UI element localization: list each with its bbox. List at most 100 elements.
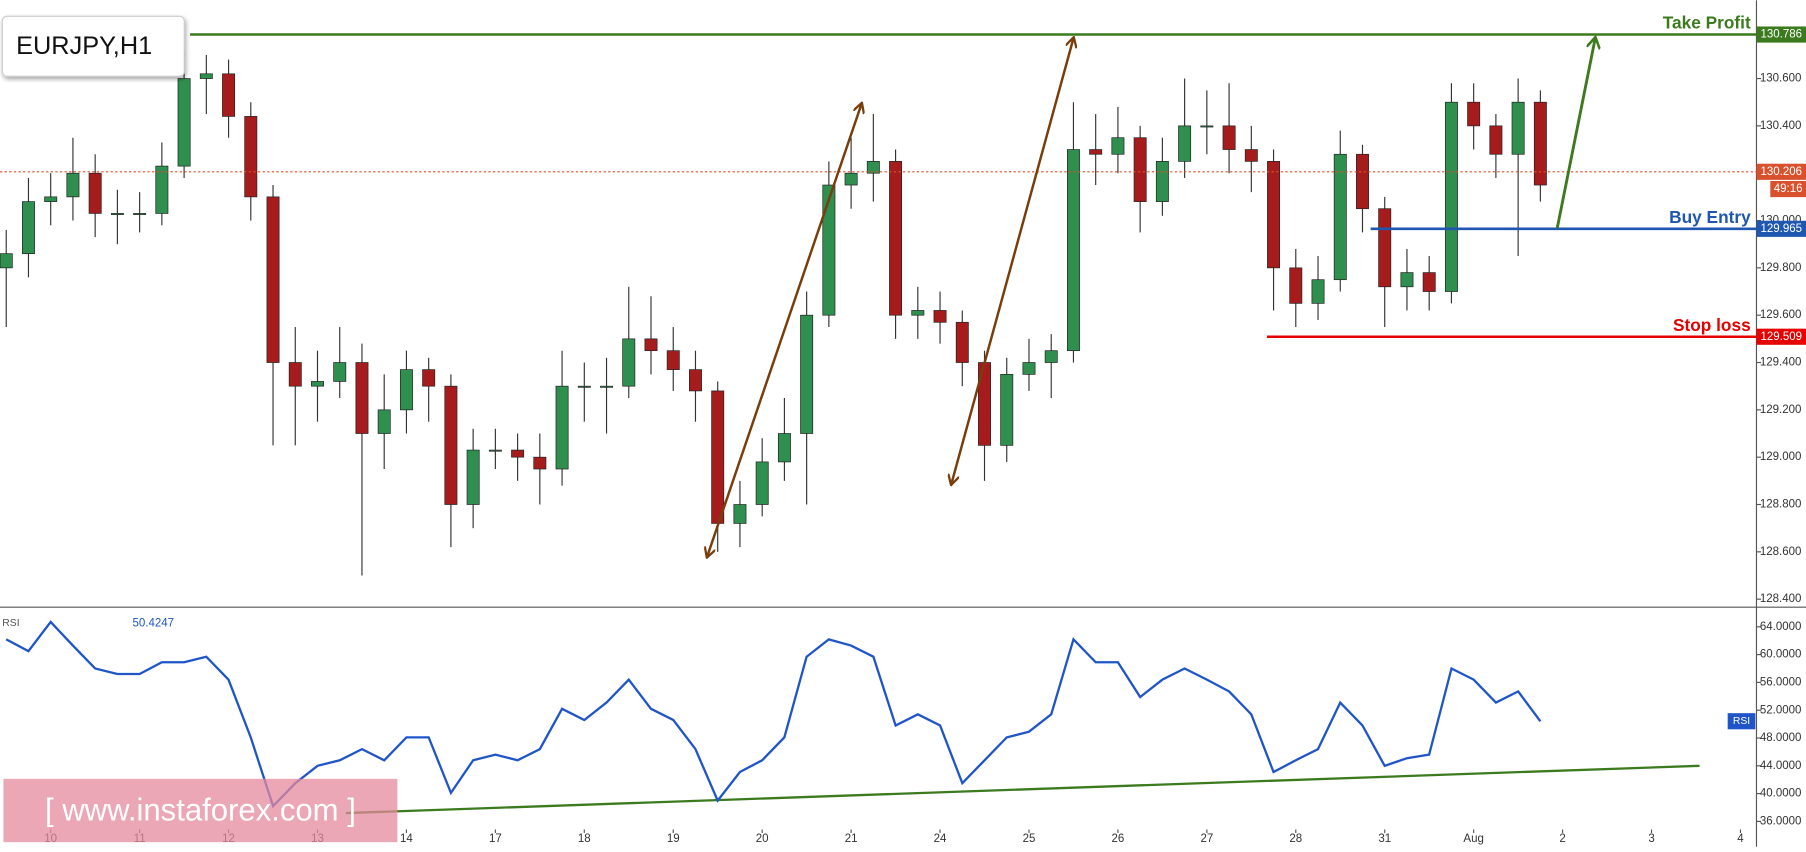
rsi-badge-label: RSI — [1733, 716, 1750, 727]
candle-body — [555, 385, 569, 470]
y-tick-label: 36.0000 — [1760, 815, 1802, 827]
y-tick-label: 52.0000 — [1760, 704, 1802, 716]
y-tick-label: 129.200 — [1760, 404, 1802, 416]
candle — [644, 296, 658, 375]
level-badge — [1756, 328, 1806, 345]
y-tick-label: 130.600 — [1760, 73, 1802, 85]
countdown-badge — [1770, 180, 1806, 198]
candle-body — [1333, 153, 1347, 281]
y-tick-label: 60.0000 — [1760, 649, 1802, 661]
candle-body — [822, 184, 836, 316]
candle-body — [1222, 125, 1236, 150]
candle-body — [422, 369, 436, 387]
candle-body — [955, 321, 969, 363]
candle — [244, 102, 258, 221]
candle — [1489, 114, 1503, 178]
candle — [21, 177, 35, 278]
target-arrow — [1555, 38, 1595, 229]
y-tick-label: 129.600 — [1760, 309, 1802, 321]
x-tick-label: 25 — [1023, 833, 1036, 845]
candle — [577, 362, 591, 422]
candle-body — [933, 310, 947, 323]
candle-body — [844, 172, 858, 186]
y-tick-label: 128.600 — [1760, 546, 1802, 558]
candle-body — [577, 385, 591, 388]
x-tick-label: 18 — [578, 833, 591, 845]
candle — [1155, 137, 1169, 216]
candle — [44, 173, 58, 226]
current-price-badge — [1756, 163, 1806, 180]
candle-body — [1200, 125, 1214, 128]
x-tick-label: 26 — [1112, 833, 1125, 845]
candle — [199, 54, 213, 115]
candle — [1533, 90, 1547, 202]
candle-body — [21, 201, 35, 255]
candle-body — [1444, 101, 1458, 292]
level-value: 129.965 — [1760, 223, 1802, 235]
x-tick-label: 17 — [489, 833, 502, 845]
candle — [733, 480, 747, 548]
candle — [511, 433, 525, 481]
candle-body — [533, 456, 547, 470]
candle-body — [711, 390, 725, 524]
candle-body — [133, 213, 147, 215]
candle — [422, 357, 436, 422]
candle-body — [511, 449, 525, 458]
y-tick-label: 44.0000 — [1760, 760, 1802, 772]
candle — [600, 357, 613, 434]
y-tick-label: 130.400 — [1760, 120, 1802, 132]
candle — [1111, 106, 1125, 174]
symbol-box-bg — [1, 15, 185, 77]
candle-body — [1155, 161, 1169, 202]
x-tick-label: 14 — [400, 833, 413, 845]
annotation-arrow — [707, 103, 863, 557]
candle-body — [177, 78, 191, 167]
rsi-last-value: 50.4247 — [132, 617, 174, 629]
candle-body — [889, 161, 903, 316]
y-tick-label: 128.400 — [1760, 593, 1802, 605]
candle — [1222, 83, 1236, 174]
candle — [822, 161, 836, 328]
candle-body — [1111, 137, 1125, 155]
x-tick-label: 24 — [934, 833, 947, 845]
rsi-name: RSI — [2, 618, 19, 629]
candle-body — [377, 409, 391, 434]
candle-body — [266, 196, 280, 363]
symbol-box: EURJPY,H1 — [1, 15, 185, 77]
y-tick-label: 64.0000 — [1760, 621, 1802, 633]
candle — [755, 438, 769, 517]
candle-body — [1000, 374, 1014, 446]
candle — [889, 149, 903, 339]
watermark-bg — [3, 778, 398, 843]
y-tick-label: 128.800 — [1760, 499, 1802, 511]
candle — [133, 192, 147, 233]
candle — [1289, 248, 1303, 328]
x-tick-label: 2 — [1559, 833, 1565, 845]
watermark-text: [ www.instaforex.com ] — [45, 792, 356, 827]
x-tick-label: 21 — [845, 833, 858, 845]
candle-body — [399, 369, 413, 411]
y-tick-label: 129.000 — [1760, 451, 1802, 463]
level-name: Take Profit — [1663, 13, 1751, 33]
candle-body — [1489, 125, 1503, 155]
candle-body — [1311, 279, 1325, 304]
candle-body — [755, 461, 769, 505]
candle-body — [1400, 272, 1414, 288]
candle — [1333, 130, 1347, 292]
trendline — [345, 764, 1700, 815]
y-tick-label: 40.0000 — [1760, 788, 1802, 800]
candle — [377, 374, 391, 470]
candle-body — [1178, 125, 1192, 162]
candle — [1066, 102, 1080, 363]
symbol-label: EURJPY,H1 — [16, 32, 152, 60]
candle — [155, 142, 169, 226]
candle-body — [622, 338, 636, 387]
candle — [955, 310, 969, 387]
candle — [222, 59, 236, 138]
level-value: 129.509 — [1760, 331, 1802, 343]
candle-body — [444, 385, 458, 505]
candle — [266, 185, 280, 446]
candle-body — [311, 381, 324, 387]
candle — [311, 350, 324, 422]
